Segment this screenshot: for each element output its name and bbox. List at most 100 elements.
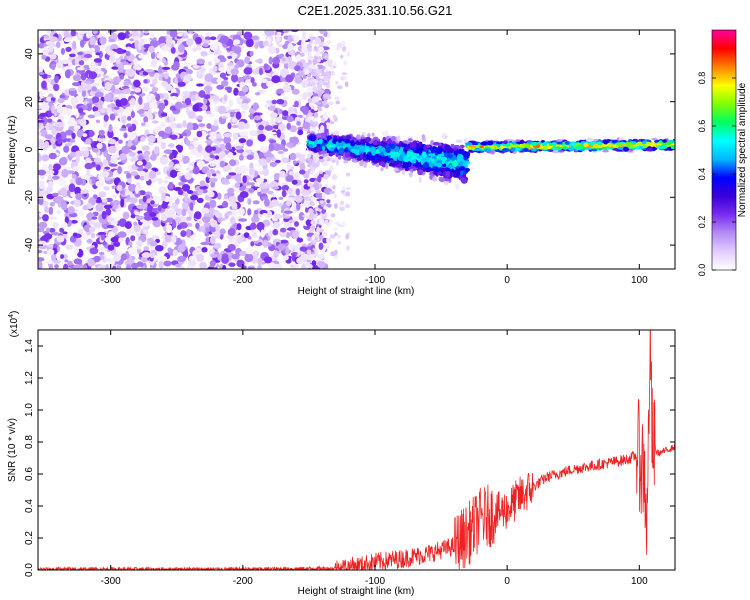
noise-cell	[167, 232, 172, 236]
noise-cell	[153, 145, 160, 155]
signal-cell	[308, 140, 314, 146]
noise-cell	[75, 177, 83, 186]
noise-cell	[321, 106, 326, 111]
noise-cell	[260, 229, 266, 238]
noise-cell	[134, 211, 140, 216]
noise-cell	[308, 51, 312, 57]
noise-cell	[73, 258, 83, 265]
noise-cell	[329, 234, 336, 239]
noise-cell	[76, 34, 83, 39]
noise-cell	[195, 45, 202, 51]
noise-cell	[273, 214, 283, 219]
signal-cell	[407, 162, 412, 167]
noise-cell	[38, 221, 48, 229]
noise-cell	[266, 80, 274, 88]
signal-cell	[409, 171, 413, 178]
noise-cell	[69, 178, 76, 185]
noise-cell	[311, 202, 315, 206]
noise-cell	[118, 218, 127, 228]
noise-cell	[88, 71, 98, 80]
noise-cell	[58, 157, 68, 166]
noise-cell	[133, 221, 138, 226]
noise-cell	[143, 172, 151, 182]
noise-cell	[209, 154, 215, 159]
noise-cell	[244, 56, 251, 64]
noise-cell	[79, 39, 85, 48]
noise-cell	[196, 83, 204, 87]
noise-cell	[335, 100, 341, 105]
noise-cell	[227, 187, 235, 194]
noise-cell	[336, 234, 342, 239]
noise-cell	[312, 68, 317, 73]
noise-cell	[333, 203, 338, 209]
noise-cell	[98, 129, 105, 136]
noise-cell	[252, 200, 260, 205]
noise-cell	[232, 132, 239, 141]
noise-cell	[188, 30, 194, 35]
noise-cell	[62, 231, 68, 235]
noise-cell	[52, 192, 59, 197]
noise-cell	[43, 35, 50, 39]
noise-cell	[100, 234, 105, 241]
noise-cell	[54, 264, 59, 269]
noise-cell	[273, 250, 279, 258]
noise-cell	[165, 224, 173, 234]
noise-cell	[272, 56, 281, 65]
noise-cell	[144, 69, 154, 73]
signal-cell	[352, 148, 357, 153]
signal-cell	[421, 158, 426, 162]
noise-cell	[149, 240, 158, 247]
noise-cell	[302, 31, 307, 40]
noise-cell	[166, 209, 175, 218]
noise-cell	[135, 64, 143, 71]
noise-cell	[307, 48, 312, 52]
noise-cell	[311, 115, 315, 121]
noise-cell	[66, 170, 75, 174]
noise-cell	[203, 94, 211, 100]
noise-cell	[181, 184, 191, 192]
noise-cell	[206, 81, 213, 86]
noise-cell	[57, 115, 65, 121]
noise-cell	[332, 185, 336, 190]
noise-cell	[236, 236, 244, 244]
signal-cell	[530, 147, 538, 152]
noise-cell	[299, 162, 306, 172]
noise-cell	[57, 97, 65, 104]
noise-cell	[313, 121, 319, 127]
noise-cell	[95, 52, 101, 56]
noise-cell	[177, 32, 183, 37]
noise-cell	[138, 170, 146, 176]
noise-cell	[205, 176, 211, 184]
signal-cell	[316, 146, 320, 152]
noise-cell	[228, 172, 237, 176]
noise-cell	[147, 135, 156, 144]
noise-cell	[177, 81, 186, 87]
noise-cell	[241, 110, 246, 115]
noise-cell	[38, 227, 45, 233]
signal-cell	[464, 167, 470, 172]
noise-cell	[278, 196, 284, 200]
signal-cell	[337, 142, 344, 147]
signal-cell	[320, 150, 328, 155]
noise-cell	[268, 143, 275, 152]
noise-cell	[150, 154, 157, 161]
signal-cell	[556, 141, 563, 145]
noise-cell	[198, 90, 206, 98]
noise-cell	[209, 131, 217, 137]
noise-cell	[101, 170, 110, 178]
noise-cell	[304, 261, 311, 269]
signal-cell	[651, 137, 658, 141]
signal-cell	[337, 155, 342, 160]
signal-cell	[602, 149, 609, 153]
noise-cell	[50, 54, 57, 60]
noise-cell	[84, 162, 94, 170]
signal-cell	[401, 143, 407, 148]
signal-cell	[359, 153, 364, 159]
noise-cell	[331, 61, 337, 67]
noise-cell	[256, 221, 265, 231]
noise-cell	[334, 96, 340, 101]
noise-cell	[75, 155, 80, 164]
noise-cell	[216, 84, 225, 90]
noise-cell	[41, 80, 47, 89]
noise-cell	[236, 223, 242, 231]
